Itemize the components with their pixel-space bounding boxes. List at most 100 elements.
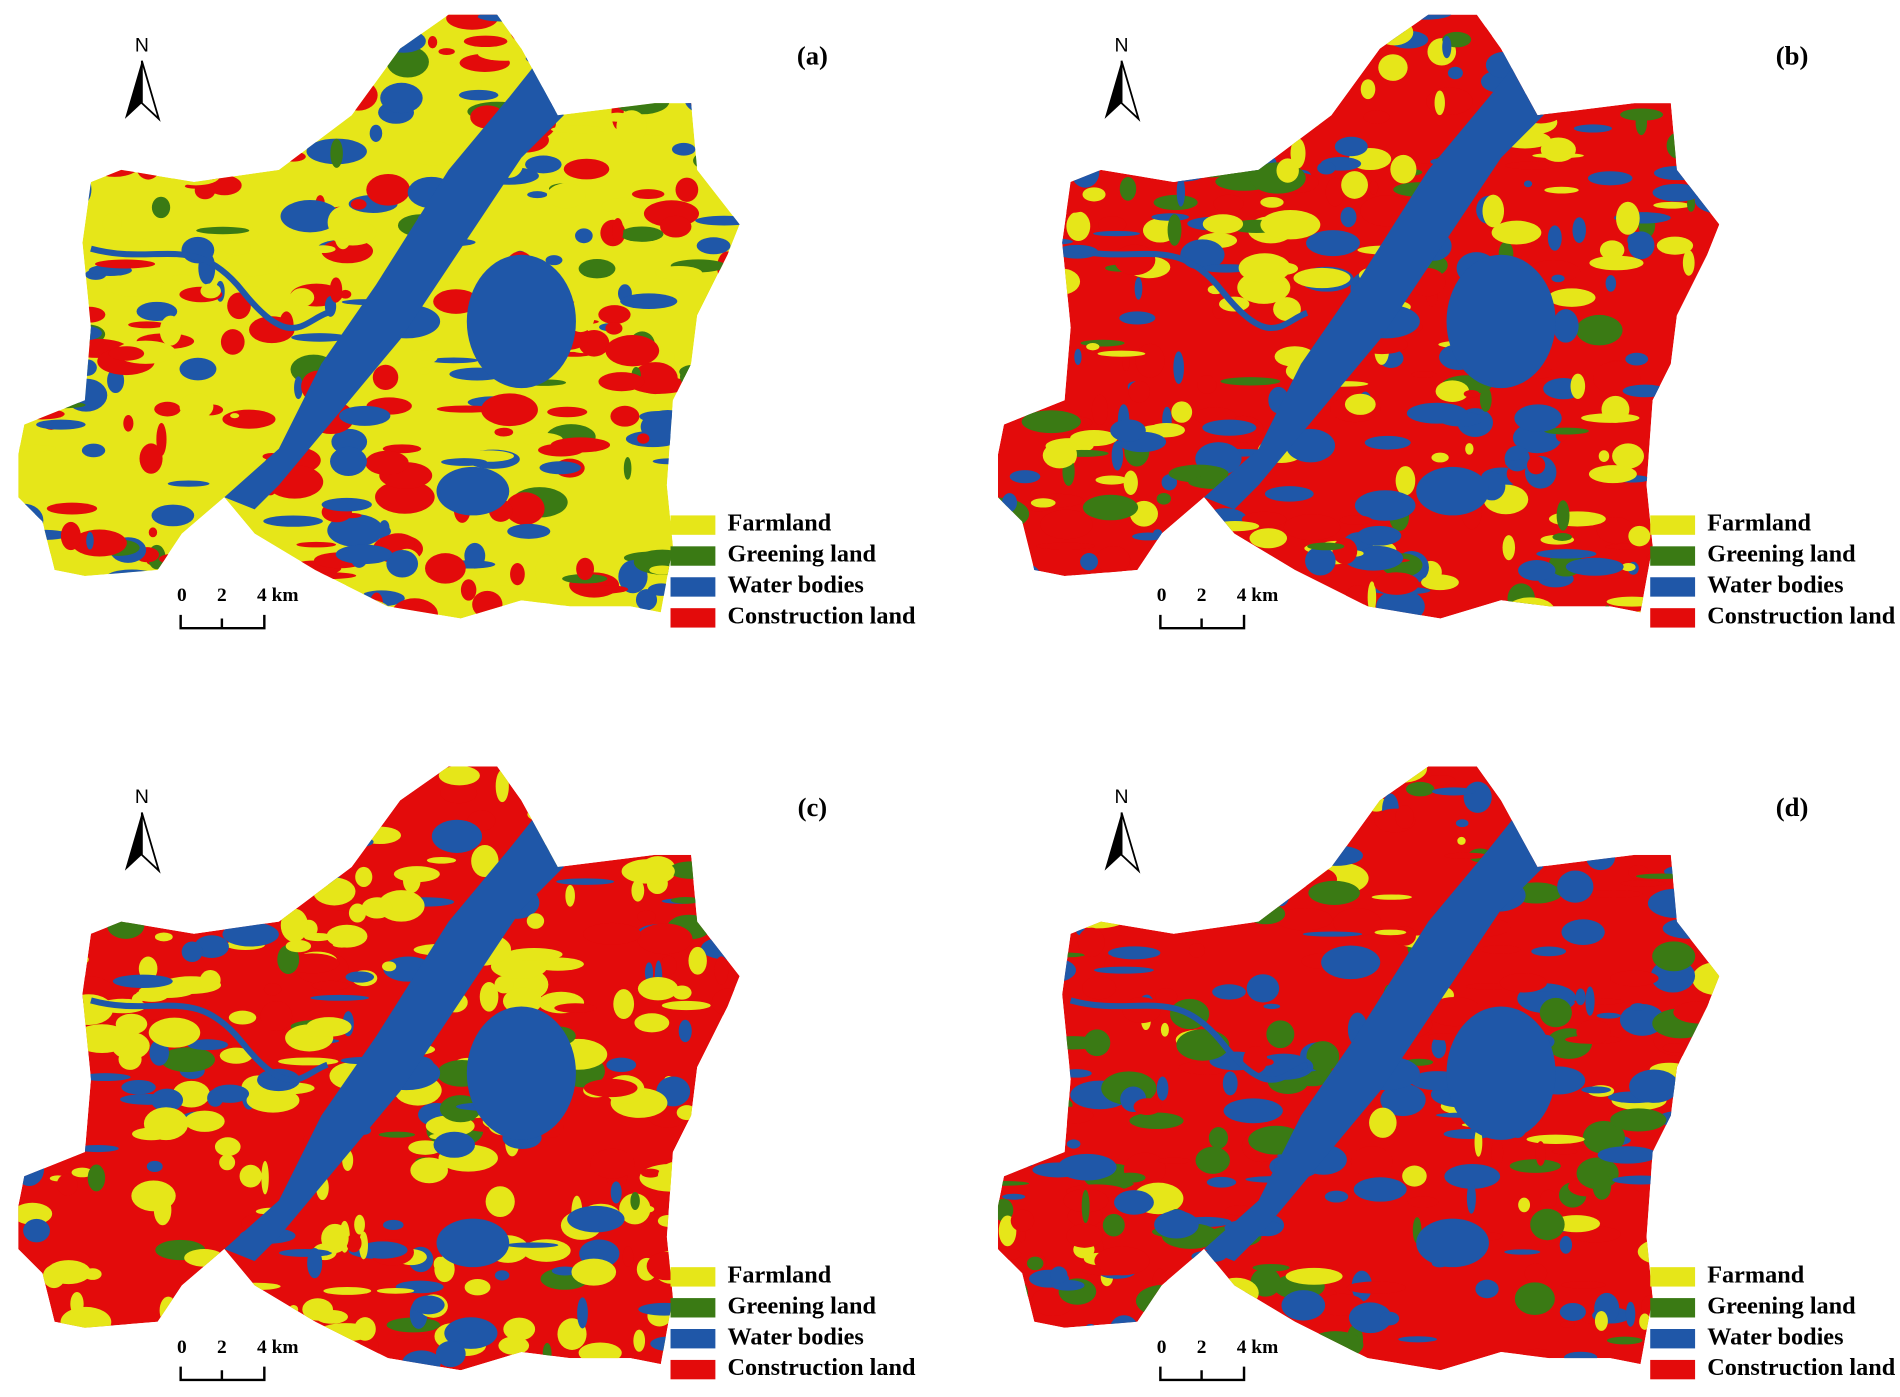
land-patch [46,502,98,515]
scale-label: 2 [1197,585,1207,606]
land-patch [1561,919,1605,945]
lake [436,1218,510,1268]
land-patch [578,1342,622,1364]
land-patch [18,1134,42,1162]
land-patch [310,245,336,254]
land-patch [1123,470,1138,495]
land-patch [221,859,237,880]
land-patch [1113,574,1140,591]
land-patch [222,240,251,256]
land-patch [1673,1072,1720,1102]
land-patch [577,1297,588,1329]
land-patch [1161,72,1199,97]
land-patch [1094,966,1154,974]
land-patch [1041,884,1078,898]
land-patch [1114,1172,1146,1183]
land-patch [208,1343,251,1355]
land-patch [34,249,81,282]
land-patch [307,1248,323,1279]
land-patch [690,1183,726,1191]
land-patch [1457,836,1466,845]
land-patch [1081,1189,1090,1224]
land-patch [1511,25,1547,50]
land-patch [1110,419,1146,442]
land-patch [1431,1036,1447,1059]
land-patch [203,1295,240,1313]
legend-swatch [1650,515,1696,535]
land-patch [1260,76,1293,106]
land-patch [1008,381,1058,398]
land-patch [20,911,29,938]
land-patch [567,1205,625,1233]
land-patch [1646,46,1700,64]
land-patch [1135,1284,1192,1317]
land-patch [18,998,45,1031]
land-patch [18,1152,45,1186]
land-patch [56,768,111,781]
land-patch [578,259,616,279]
land-patch [380,82,423,114]
land-patch [1148,423,1185,438]
land-patch [179,357,217,381]
land-patch [68,35,84,61]
legend-label: Water bodies [1707,1323,1843,1350]
land-patch [212,53,246,86]
land-patch [157,811,180,836]
scale-label: 0 [1157,585,1167,606]
land-patch [1557,870,1594,903]
land-patch [1127,1343,1157,1371]
land-patch [1328,775,1340,785]
land-patch [308,829,336,853]
land-patch [160,1047,216,1073]
land-patch [1405,781,1435,797]
land-patch [1340,207,1357,228]
land-patch [464,542,486,569]
land-patch [1086,583,1119,602]
land-patch [98,864,119,879]
land-patch [1702,394,1720,417]
land-patch [675,177,699,202]
legend-swatch [670,1359,716,1380]
land-patch [147,14,171,20]
land-patch [107,872,168,889]
land-patch [1499,768,1526,780]
land-patch [345,971,375,983]
north-arrow-left [124,60,142,119]
land-patch [18,1355,72,1370]
land-patch [1008,858,1056,867]
land-patch [30,62,62,94]
land-patch [1534,811,1545,829]
land-patch [280,151,306,162]
land-patch [239,1164,262,1188]
land-patch [1592,1172,1612,1200]
land-patch [219,1047,253,1064]
land-patch [1605,543,1663,550]
land-patch [261,1160,269,1195]
scale-label: 2 [217,1337,227,1358]
land-patch [274,27,332,45]
lake [1446,1006,1556,1140]
land-patch [620,226,664,242]
north-arrow-right [140,812,161,874]
land-patch [1530,1208,1565,1241]
land-patch [1348,1302,1392,1334]
land-patch [60,896,77,923]
land-patch [1097,350,1146,357]
land-patch [1203,39,1256,71]
land-patch [1006,77,1017,105]
land-patch [1224,840,1265,851]
land-patch [1597,807,1608,817]
land-patch [697,130,740,148]
land-patch [684,82,740,117]
land-patch [68,172,92,207]
land-patch [107,912,145,939]
land-patch [386,549,419,578]
land-patch [148,527,158,538]
land-patch [1321,945,1381,980]
land-patch [18,277,39,289]
land-patch [1364,435,1411,450]
legend-label: Construction land [1707,1354,1895,1381]
land-patch [722,179,738,198]
land-patch [1615,800,1629,806]
